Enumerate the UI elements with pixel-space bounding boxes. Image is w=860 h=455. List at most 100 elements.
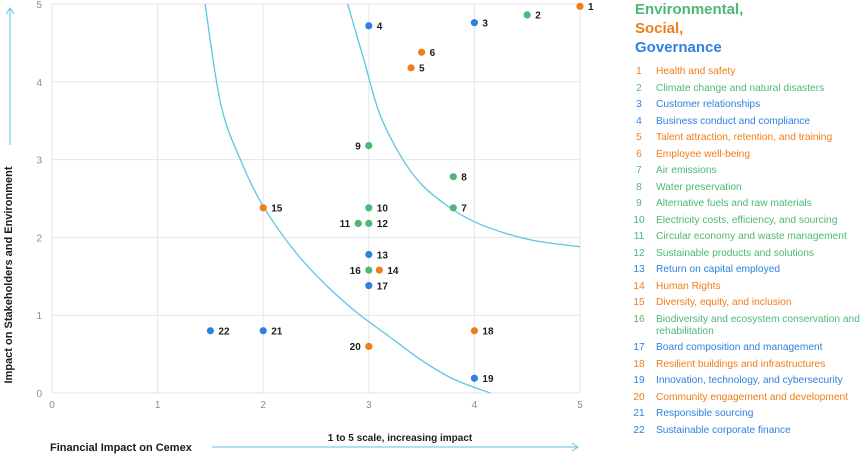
legend-item-number: 14 <box>633 280 645 292</box>
legend-item-label: Innovation, technology, and cybersecurit… <box>656 375 843 386</box>
data-point-22 <box>206 327 214 335</box>
legend-item-number: 12 <box>633 247 645 259</box>
x-axis-title: Financial Impact on Cemex <box>50 442 193 454</box>
data-point-15 <box>259 204 267 212</box>
legend-item-number: 3 <box>636 99 642 110</box>
data-point-label: 13 <box>377 250 389 261</box>
legend-item-number: 18 <box>633 358 645 370</box>
legend-item-label: Employee well-being <box>656 148 751 160</box>
legend-item-label: Board composition and management <box>656 342 823 353</box>
legend-item-number: 5 <box>636 132 642 143</box>
data-point-4 <box>365 22 373 30</box>
data-point-5 <box>407 64 415 72</box>
data-point-label: 10 <box>377 204 389 215</box>
legend-item-label: Business conduct and compliance <box>656 115 811 127</box>
y-tick-label: 3 <box>36 156 42 167</box>
legend-item-number: 6 <box>636 148 642 160</box>
data-point-18 <box>470 327 478 335</box>
y-axis-title: Impact on Stakeholders and Environment <box>3 166 15 383</box>
legend-item: 21 Responsible sourcing <box>629 408 860 420</box>
legend-item: 13 Return on capital employed <box>629 264 860 276</box>
data-point-label: 15 <box>271 204 283 215</box>
scale-note: 1 to 5 scale, increasing impact <box>328 433 473 444</box>
legend-item-label: Diversity, equity, and inclusion <box>656 297 792 308</box>
x-tick-label: 4 <box>472 400 478 411</box>
y-tick-label: 1 <box>36 311 42 322</box>
data-point-label: 2 <box>535 11 541 22</box>
legend-item-label: Responsible sourcing <box>656 408 754 419</box>
legend-item-label: Resilient buildings and infrastructures <box>656 358 826 370</box>
x-tick-label: 5 <box>577 400 583 411</box>
legend-item: 4 Business conduct and compliance <box>629 116 860 128</box>
legend-item-number: 19 <box>633 375 645 386</box>
legend-item-label: Circular economy and waste management <box>656 231 847 242</box>
data-point-label: 8 <box>461 173 467 184</box>
data-point-16 <box>365 266 373 274</box>
legend-item-number: 9 <box>636 198 642 209</box>
legend-item-label: Talent attraction, retention, and traini… <box>656 132 833 143</box>
legend-item: 9 Alternative fuels and raw materials <box>629 198 860 210</box>
legend-item: 6 Employee well-being <box>629 149 860 161</box>
data-point-label: 4 <box>377 22 383 33</box>
legend-item-number: 15 <box>633 297 645 308</box>
data-point-21 <box>259 327 267 335</box>
data-point-label: 1 <box>588 2 594 13</box>
legend-item-label: Air emissions <box>656 165 717 176</box>
legend-item-number: 21 <box>633 408 645 419</box>
legend-item-label: Return on capital employed <box>656 264 781 275</box>
y-axis-title-group: Impact on Stakeholders and Environment <box>3 7 15 384</box>
legend-item: 22 Sustainable corporate finance <box>629 425 860 437</box>
legend-item-number: 20 <box>633 391 645 403</box>
data-point-10 <box>365 204 373 212</box>
legend-item-label: Alternative fuels and raw materials <box>656 198 812 209</box>
legend-item-number: 10 <box>633 214 645 226</box>
data-point-label: 3 <box>482 18 488 29</box>
legend-item-number: 13 <box>633 264 645 275</box>
x-tick-label: 3 <box>366 400 372 411</box>
y-axis-arrow <box>5 7 15 145</box>
y-tick-label: 4 <box>36 78 42 89</box>
data-point-label: 20 <box>350 342 362 353</box>
legend-item-label: Water preservation <box>656 181 742 193</box>
grid <box>51 3 581 394</box>
y-tick-label: 5 <box>36 0 42 11</box>
data-point-label: 5 <box>419 64 425 75</box>
data-point-2 <box>523 11 531 19</box>
data-point-label: 18 <box>482 327 494 338</box>
legend-item-number: 17 <box>633 342 645 353</box>
data-point-9 <box>365 141 373 150</box>
data-point-1 <box>576 2 584 10</box>
legend-item: 14 Human Rights <box>629 281 860 293</box>
pillar-heading-social: Social, <box>635 20 684 37</box>
x-tick-label: 1 <box>155 400 161 411</box>
data-point-19 <box>470 374 478 382</box>
legend-item-label: Sustainable products and solutions <box>656 247 815 259</box>
data-point-20 <box>365 342 373 350</box>
legend-item: 12 Sustainable products and solutions <box>629 248 860 260</box>
pillar-heading-governance: Governance <box>635 39 722 56</box>
data-point-6 <box>418 48 426 56</box>
legend-item-number: 22 <box>633 424 645 436</box>
data-point-label: 14 <box>387 266 399 277</box>
legend-item-number: 7 <box>636 165 642 176</box>
data-point-label: 7 <box>461 204 467 215</box>
legend-item: 18 Resilient buildings and infrastructure… <box>629 359 860 371</box>
y-tick-label: 2 <box>36 233 42 244</box>
legend-item: 16 Biodiversity and ecosystem conservatio… <box>629 314 860 338</box>
x-tick-label: 2 <box>260 400 266 411</box>
legend-item-number: 8 <box>636 181 642 193</box>
x-axis-title-group: Financial Impact on Cemex 1 to 5 scale, … <box>50 433 579 454</box>
legend-item: 7 Air emissions <box>629 165 860 177</box>
legend-item: 3 Customer relationships <box>629 99 860 111</box>
data-point-13 <box>365 250 373 259</box>
data-point-17 <box>365 282 373 290</box>
legend-item: 1 Health and safety <box>629 66 860 78</box>
legend-item: 5 Talent attraction, retention, and train… <box>629 132 860 144</box>
pillar-heading: Environmental, Social, Governance <box>635 0 743 57</box>
legend-item-label: Sustainable corporate finance <box>656 424 791 436</box>
data-point-8 <box>449 173 457 181</box>
legend-item-label: Human Rights <box>656 280 721 292</box>
threshold-curves <box>204 3 581 394</box>
x-tick-label: 0 <box>49 400 55 411</box>
